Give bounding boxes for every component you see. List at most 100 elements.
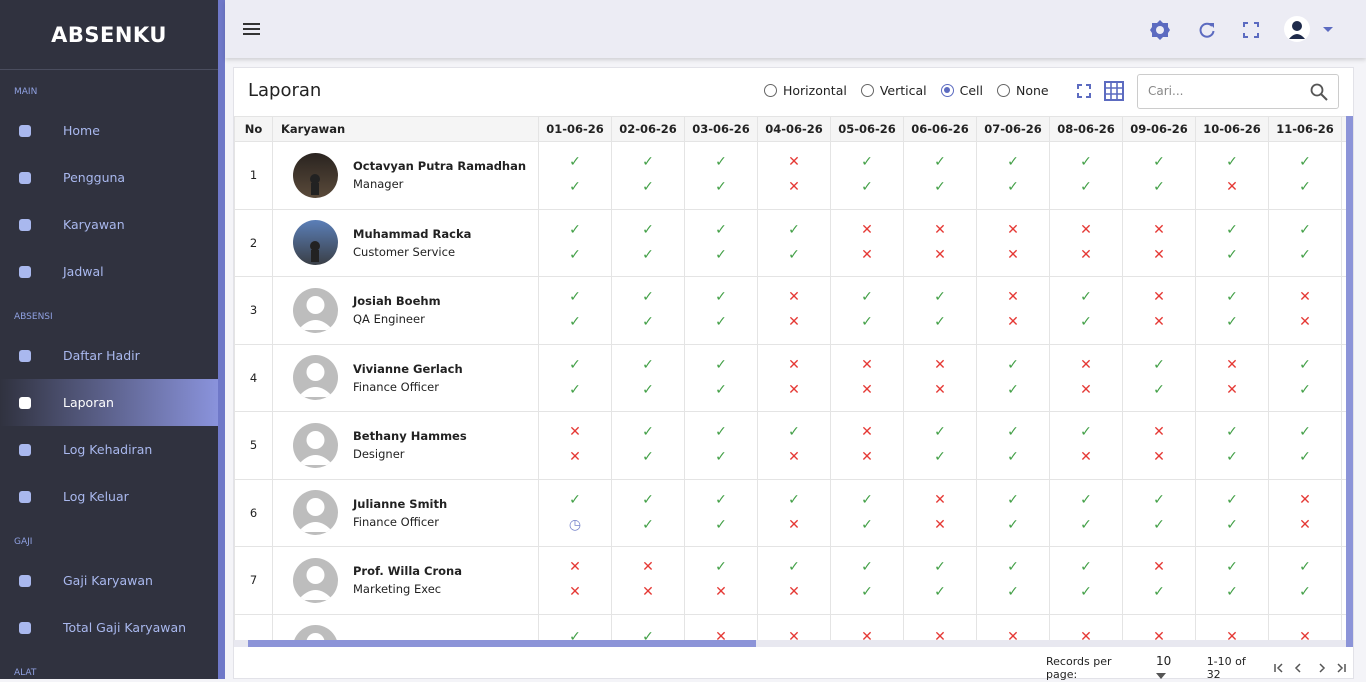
row: 7 Prof. Willa Crona Marketing Exec ✕ ✕ ✕ ✕ ✓ ✕ ✓ ✕… <box>234 546 1346 615</box>
status-out: ✓ <box>1007 179 1019 196</box>
status-out: ✕ <box>1007 314 1019 331</box>
search-input[interactable]: Cari... <box>1137 74 1339 109</box>
status-out: ✕ <box>861 381 873 398</box>
status-in: ✓ <box>569 491 581 508</box>
attendance-cell <box>1341 613 1346 640</box>
status-out: ✕ <box>715 584 727 601</box>
menu-item[interactable]: Log Kehadiran <box>0 426 218 473</box>
attendance-cell: ✕ ✕ <box>1268 276 1342 345</box>
attendance-cell: ✓ ✓ <box>976 411 1050 480</box>
report-table: No Karyawan 01-06-26 02-06-26 03-06-26 04-06-… <box>234 116 1346 640</box>
user-menu[interactable] <box>1283 15 1335 43</box>
page-nav[interactable] <box>1273 662 1353 674</box>
menu-item[interactable]: Home <box>0 107 218 154</box>
status-out: ✕ <box>934 381 946 398</box>
row-no: 5 <box>234 411 273 480</box>
status-in: ✓ <box>1299 154 1311 171</box>
records-select[interactable]: 10 <box>1156 654 1193 682</box>
menu-item[interactable]: Jadwal <box>0 248 218 295</box>
row: 1 Octavyan Putra Ramadhan Manager ✓ ✓ ✓ ✓ ✓ ✓ ✕ ✕ ✓… <box>234 141 1346 210</box>
status-out: ◷ <box>568 516 582 533</box>
menu-item[interactable]: Gaji Karyawan <box>0 557 218 604</box>
theme-button[interactable] <box>1149 19 1171 41</box>
menu-item[interactable]: Daftar Hadir <box>0 332 218 379</box>
records-value: 10 <box>1156 654 1172 668</box>
status-out: ✕ <box>788 449 800 466</box>
attendance-cell: ✕ ✕ <box>757 343 831 412</box>
attendance-cell: ✓ ✓ <box>830 546 904 615</box>
report-card: Laporan Horizontal Vertical Cell None Cari.… <box>233 67 1354 682</box>
menu-item[interactable]: Pengguna <box>0 154 218 201</box>
status-out: ✕ <box>1153 246 1165 263</box>
status-out: ✕ <box>1226 179 1238 196</box>
section-title: ABSENSI <box>14 312 53 322</box>
status-out: ✓ <box>1299 449 1311 466</box>
status-out: ✓ <box>1080 314 1092 331</box>
brand: ABSENKU <box>0 0 218 70</box>
status-out: ✕ <box>1153 449 1165 466</box>
status-in: ✓ <box>788 424 800 441</box>
view-option[interactable]: Cell <box>940 83 983 98</box>
status-out: ✓ <box>861 584 873 601</box>
menu-item[interactable]: Laporan <box>0 379 218 426</box>
v-scrollbar[interactable] <box>1346 116 1353 647</box>
attendance-cell: ✕ ✓ <box>1122 546 1196 615</box>
menu-label: Log Keluar <box>63 489 129 504</box>
attendance-cell: ✕ <box>757 613 831 640</box>
expand-button[interactable] <box>1076 83 1092 99</box>
attendance-cell: ✓ ✕ <box>757 478 831 547</box>
attendance-cell: ✓ ✓ <box>1049 546 1123 615</box>
attendance-cell: ✕ ✕ <box>1122 276 1196 345</box>
status-in: ✓ <box>569 154 581 171</box>
menu-item[interactable]: Log Keluar <box>0 473 218 520</box>
attendance-cell: ✓ <box>611 613 685 640</box>
status-in: ✓ <box>715 356 727 373</box>
attendance-cell: ✓ ✓ <box>684 276 758 345</box>
attendance-cell: ✕ ✕ <box>1268 478 1342 547</box>
status-in: ✓ <box>1226 154 1238 171</box>
status-out: ✓ <box>715 246 727 263</box>
attendance-cell: ✓ ✓ <box>538 208 612 277</box>
employee-info: Octavyan Putra Ramadhan Manager <box>273 152 538 198</box>
attendance-cell: ✕ ✕ <box>757 141 831 210</box>
view-option[interactable]: Horizontal <box>764 83 847 98</box>
status-out: ✓ <box>1226 449 1238 466</box>
view-option[interactable]: Vertical <box>860 83 927 98</box>
status-in: ✓ <box>642 424 654 441</box>
status-in: ✕ <box>1299 628 1311 641</box>
fullscreen-button[interactable] <box>1242 21 1260 39</box>
status-in: ✓ <box>1080 289 1092 306</box>
status-in: ✕ <box>1080 221 1092 238</box>
refresh-button[interactable] <box>1197 20 1217 40</box>
attendance-cell: ✓ ◷ <box>538 478 612 547</box>
status-in: ✓ <box>861 154 873 171</box>
status-out: ✓ <box>1080 516 1092 533</box>
status-in: ✓ <box>861 559 873 576</box>
row-no: 4 <box>234 343 273 412</box>
attendance-cell: ✓ ✓ <box>611 141 685 210</box>
row: 3 Josiah Boehm QA Engineer ✓ ✓ ✓ ✓ ✓ ✓ ✕ ✕ ✓ ✓ ✓ ✓ ✕ ✕ ✓ ✓… <box>234 276 1346 345</box>
h-scrollbar[interactable] <box>234 640 1346 647</box>
status-in: ✓ <box>1007 559 1019 576</box>
attendance-cell: ✓ ✓ <box>830 478 904 547</box>
view-option[interactable]: None <box>997 83 1049 98</box>
status-in: ✓ <box>715 424 727 441</box>
grid-button[interactable] <box>1104 81 1124 101</box>
status-in: ✕ <box>1153 424 1165 441</box>
attendance-cell: ✕ <box>684 613 758 640</box>
status-in: ✕ <box>788 289 800 306</box>
status-out: ✕ <box>934 516 946 533</box>
menu-button[interactable] <box>242 20 262 38</box>
menu-icon <box>19 124 31 137</box>
menu-item[interactable]: Total Gaji Karyawan <box>0 604 218 651</box>
menu-item[interactable]: Karyawan <box>0 201 218 248</box>
status-out: ✓ <box>934 584 946 601</box>
attendance-cell: ✓ ✓ <box>1268 411 1342 480</box>
status-in: ✓ <box>1226 491 1238 508</box>
date-header: 03-06-26 <box>684 116 758 142</box>
status-out: ✓ <box>1153 179 1165 196</box>
attendance-cell: ✕ ✕ <box>1122 411 1196 480</box>
attendance-cell: ✓ ✓ <box>538 141 612 210</box>
status-in: ✕ <box>1153 559 1165 576</box>
status-out: ✓ <box>642 516 654 533</box>
